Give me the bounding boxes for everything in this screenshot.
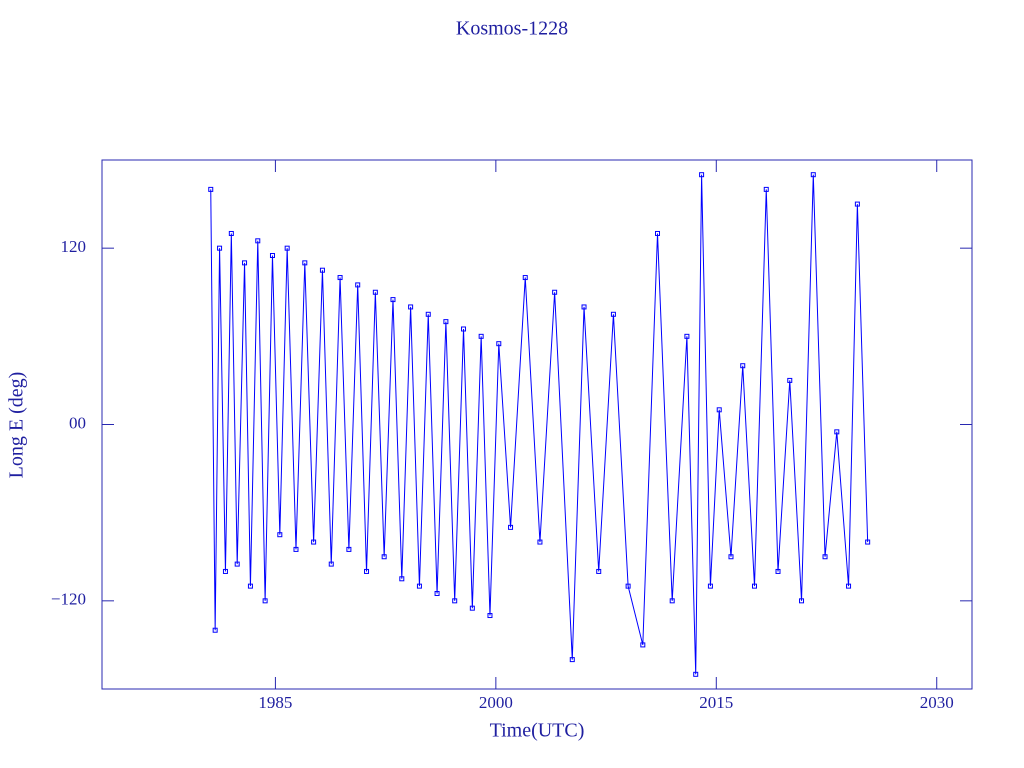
plot-frame <box>101 159 973 690</box>
data-point <box>212 627 218 633</box>
data-point <box>487 613 493 619</box>
data-point <box>337 275 343 281</box>
data-point <box>277 532 283 538</box>
data-point <box>610 311 616 317</box>
data-point <box>346 546 352 552</box>
data-point <box>810 172 816 178</box>
data-point <box>434 590 440 596</box>
data-point <box>269 253 275 259</box>
data-point <box>625 583 631 589</box>
y-axis-label: Long E (deg) <box>6 372 28 479</box>
data-point <box>319 267 325 273</box>
data-point <box>355 282 361 288</box>
data-point <box>222 568 228 574</box>
data-point <box>408 304 414 310</box>
data-point <box>775 568 781 574</box>
data-point <box>822 554 828 560</box>
x-tick-label: 2030 <box>920 693 954 712</box>
data-point <box>596 568 602 574</box>
data-point <box>834 429 840 435</box>
data-point <box>364 568 370 574</box>
data-point <box>854 201 860 207</box>
y-tick-label: 120 <box>61 237 87 256</box>
data-point <box>390 297 396 303</box>
x-tick-label: 2000 <box>479 693 513 712</box>
data-point <box>208 186 214 192</box>
data-point <box>293 546 299 552</box>
data-point <box>707 583 713 589</box>
data-point <box>537 539 543 545</box>
data-point <box>452 598 458 604</box>
data-point <box>740 363 746 369</box>
data-point <box>752 583 757 589</box>
data-point <box>581 304 587 310</box>
y-tick-label: 00 <box>69 413 86 432</box>
data-point <box>416 583 422 589</box>
data-point <box>693 671 699 677</box>
data-point <box>684 333 690 339</box>
data-point <box>461 326 467 332</box>
data-point <box>242 260 248 266</box>
data-point <box>728 554 734 560</box>
data-point <box>865 539 871 545</box>
data-point <box>640 642 646 648</box>
x-tick-label: 2015 <box>699 693 733 712</box>
chart-title: Kosmos-1228 <box>456 18 568 40</box>
data-point <box>508 524 514 530</box>
data-point <box>716 407 722 413</box>
data-point <box>228 230 234 236</box>
data-point <box>799 598 805 604</box>
data-point <box>217 245 223 251</box>
data-point <box>846 583 852 589</box>
y-tick-label: −120 <box>51 590 86 609</box>
data-point <box>262 598 268 604</box>
data-point <box>399 576 405 582</box>
data-point <box>569 657 575 663</box>
data-point <box>234 561 240 567</box>
data-point <box>372 289 378 295</box>
data-point <box>478 333 484 339</box>
data-point <box>655 230 661 236</box>
data-point <box>469 605 475 611</box>
data-line <box>210 174 869 675</box>
data-point <box>552 289 558 295</box>
x-tick-label: 1985 <box>258 693 292 712</box>
data-point <box>381 554 387 560</box>
data-point <box>255 238 261 244</box>
data-point <box>311 539 317 545</box>
data-point <box>328 561 334 567</box>
data-point <box>763 186 769 192</box>
data-point <box>425 311 431 317</box>
data-point <box>787 377 793 383</box>
data-point <box>522 275 528 281</box>
data-point <box>284 245 290 251</box>
data-point <box>699 172 705 178</box>
data-point <box>669 598 675 604</box>
data-point <box>496 341 502 347</box>
data-point <box>443 319 449 325</box>
data-point <box>247 583 253 589</box>
data-point <box>302 260 308 266</box>
x-axis-label: Time(UTC) <box>490 720 585 742</box>
